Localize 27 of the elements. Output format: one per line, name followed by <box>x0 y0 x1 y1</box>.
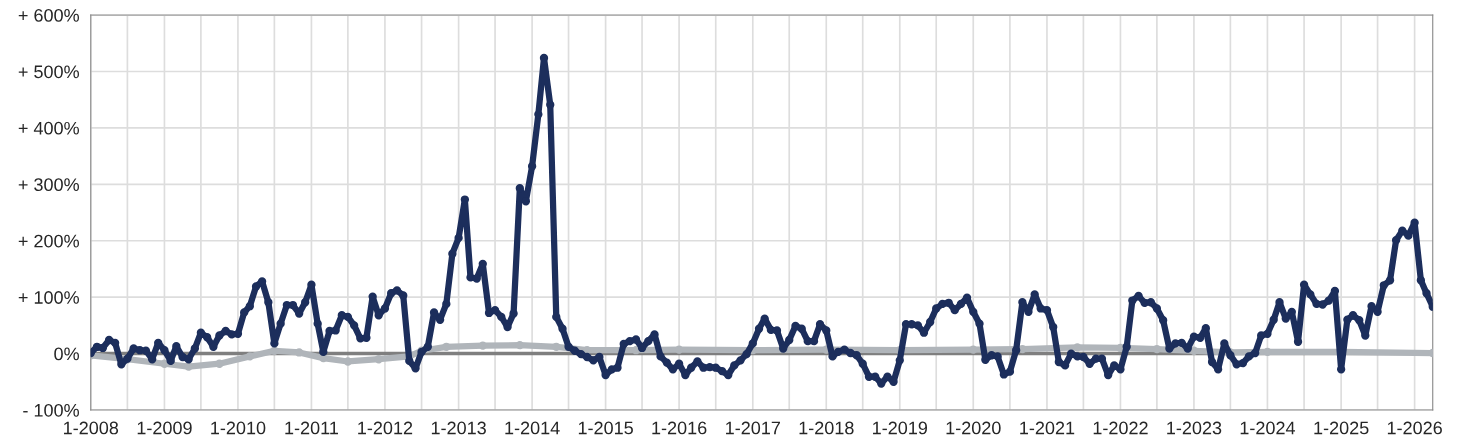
x-tick-label: 1-2014 <box>505 421 560 435</box>
x-tick-label: 1-2017 <box>726 421 780 435</box>
y-tick-label: 0% <box>54 347 79 361</box>
y-tick-label: + 400% <box>18 121 79 135</box>
x-tick-label: 1-2021 <box>1020 421 1075 435</box>
x-tick-label: 1-2008 <box>64 421 119 435</box>
x-tick-label: 1-2022 <box>1093 421 1148 435</box>
x-tick-label: 1-2024 <box>1240 421 1296 435</box>
x-tick-label: 1-2009 <box>137 421 192 435</box>
y-tick-label: + 300% <box>18 178 79 192</box>
x-tick-label: 1-2026 <box>1387 421 1442 435</box>
x-tick-label: 1-2015 <box>578 421 633 435</box>
y-tick-label: + 200% <box>18 234 79 248</box>
x-tick-label: 1-2020 <box>946 421 1001 435</box>
y-tick-label: + 600% <box>18 9 79 22</box>
y-tick-label: + 500% <box>18 65 79 79</box>
x-tick-label: 1-2023 <box>1167 421 1222 435</box>
x-tick-label: 1-2010 <box>211 421 266 435</box>
x-tick-label: 1-2025 <box>1314 421 1369 435</box>
x-tick-label: 1-2018 <box>799 421 854 435</box>
x-tick-label: 1-2011 <box>285 421 338 435</box>
x-tick-label: 1-2013 <box>431 421 486 435</box>
x-tick-label: 1-2016 <box>652 421 707 435</box>
x-tick-label: 1-2019 <box>873 421 928 435</box>
y-tick-label: - 100% <box>23 403 79 417</box>
y-tick-label: + 100% <box>18 291 79 304</box>
x-tick-label: 1-2012 <box>358 421 413 435</box>
